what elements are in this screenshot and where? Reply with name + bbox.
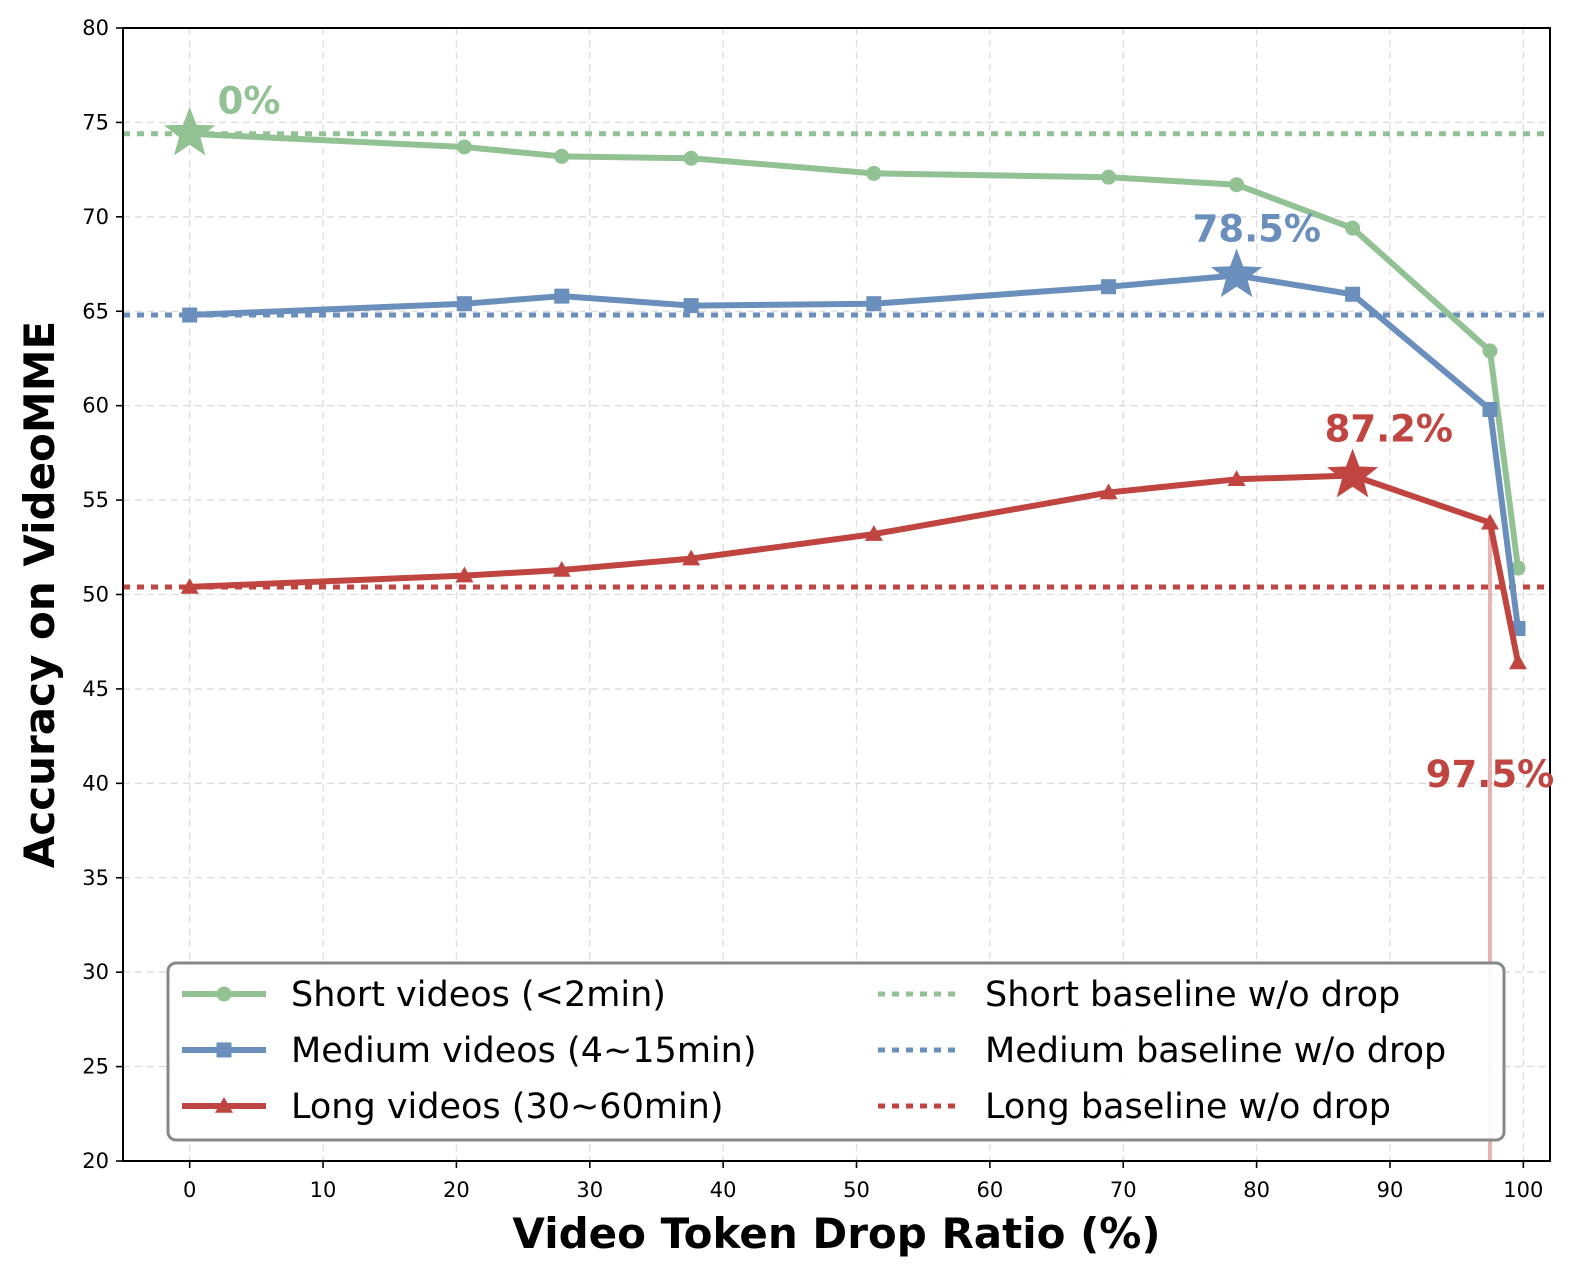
- legend-label-2: Long videos (30~60min): [291, 1087, 724, 1127]
- marker-triangle: [1508, 653, 1527, 670]
- x-tick-label: 10: [310, 1178, 337, 1202]
- marker-square: [1345, 286, 1361, 302]
- marker-triangle: [215, 1097, 233, 1113]
- legend-label-1: Medium videos (4~15min): [291, 1031, 756, 1071]
- marker-triangle: [455, 566, 474, 583]
- marker-square: [866, 296, 882, 312]
- legend-baseline-label-2: Long baseline w/o drop: [985, 1087, 1391, 1127]
- x-tick-label: 50: [843, 1178, 870, 1202]
- vline-label: 97.5%: [1426, 753, 1554, 796]
- y-tick-label: 65: [82, 299, 109, 323]
- marker-circle: [1101, 169, 1117, 185]
- y-tick-label: 50: [82, 583, 109, 607]
- marker-triangle: [1480, 513, 1499, 530]
- series-0: [186, 130, 1526, 576]
- marker-triangle: [180, 577, 199, 594]
- marker-circle: [216, 986, 232, 1002]
- marker-triangle: [864, 525, 883, 541]
- series-line-0: [186, 130, 1521, 572]
- stars-layer: [164, 106, 1379, 498]
- marker-circle: [1482, 343, 1498, 359]
- annotations: 0% 78.5% 87.2% 97.5%: [218, 80, 1554, 796]
- y-tick-label: 75: [82, 110, 109, 134]
- marker-circle: [1229, 177, 1245, 193]
- y-tick-label: 45: [82, 677, 109, 701]
- x-tick-label: 100: [1503, 1178, 1543, 1202]
- marker-triangle: [682, 549, 701, 566]
- star-label-2: 87.2%: [1325, 408, 1453, 451]
- marker-square: [1482, 401, 1498, 417]
- marker-square: [1101, 279, 1117, 295]
- marker-circle: [683, 150, 699, 166]
- star-marker-1: [1211, 248, 1263, 298]
- star-marker-2: [1327, 448, 1379, 498]
- y-tick-label: 35: [82, 866, 109, 890]
- series-line-2: [186, 472, 1521, 666]
- marker-triangle: [1099, 483, 1118, 500]
- star-label-1: 78.5%: [1193, 207, 1321, 250]
- y-tick-label: 20: [82, 1149, 109, 1173]
- marker-square: [683, 298, 699, 314]
- y-tick-label: 30: [82, 960, 109, 984]
- y-tick-label: 70: [82, 205, 109, 229]
- x-tick-label: 60: [977, 1178, 1004, 1202]
- series-2: [180, 470, 1527, 670]
- marker-square: [182, 307, 198, 323]
- x-tick-label: 30: [576, 1178, 603, 1202]
- x-axis-title: Video Token Drop Ratio (%): [512, 1209, 1160, 1258]
- x-tick-label: 0: [183, 1178, 196, 1202]
- marker-circle: [866, 165, 882, 181]
- marker-circle: [1345, 220, 1361, 236]
- baselines: [123, 131, 1550, 590]
- y-tick-label: 55: [82, 488, 109, 512]
- y-tick-label: 80: [82, 16, 109, 40]
- marker-triangle: [552, 560, 571, 577]
- star-label-0: 0%: [218, 80, 281, 123]
- x-tick-label: 90: [1377, 1178, 1404, 1202]
- marker-triangle: [1227, 470, 1246, 487]
- marker-circle: [554, 148, 570, 164]
- legend-baseline-label-0: Short baseline w/o drop: [985, 975, 1400, 1015]
- x-tick-label: 40: [710, 1178, 737, 1202]
- y-tick-label: 25: [82, 1055, 109, 1079]
- x-tick-label: 20: [443, 1178, 470, 1202]
- legend: Short videos (<2min) Medium videos (4~15m…: [166, 961, 1506, 1142]
- y-tick-label: 40: [82, 771, 109, 795]
- series-layer: [180, 130, 1527, 670]
- legend-baseline-label-1: Medium baseline w/o drop: [985, 1031, 1446, 1071]
- marker-circle: [456, 139, 472, 155]
- y-axis-title: Accuracy on VideoMME: [15, 321, 64, 868]
- marker-square: [554, 288, 570, 304]
- x-tick-label: 70: [1110, 1178, 1137, 1202]
- legend-box: [166, 961, 1506, 1142]
- y-tick-label: 60: [82, 394, 109, 418]
- star-marker-0: [164, 106, 216, 156]
- marker-square: [216, 1042, 232, 1058]
- marker-circle: [1510, 560, 1526, 576]
- series-line-1: [186, 272, 1521, 632]
- ticks: 0 10 20 30 40 50 60 70 80 90 100 20 25 30 35 40 45 50 55 60…: [82, 16, 1543, 1202]
- legend-label-0: Short videos (<2min): [291, 975, 666, 1015]
- x-tick-label: 80: [1243, 1178, 1270, 1202]
- marker-square: [456, 296, 472, 312]
